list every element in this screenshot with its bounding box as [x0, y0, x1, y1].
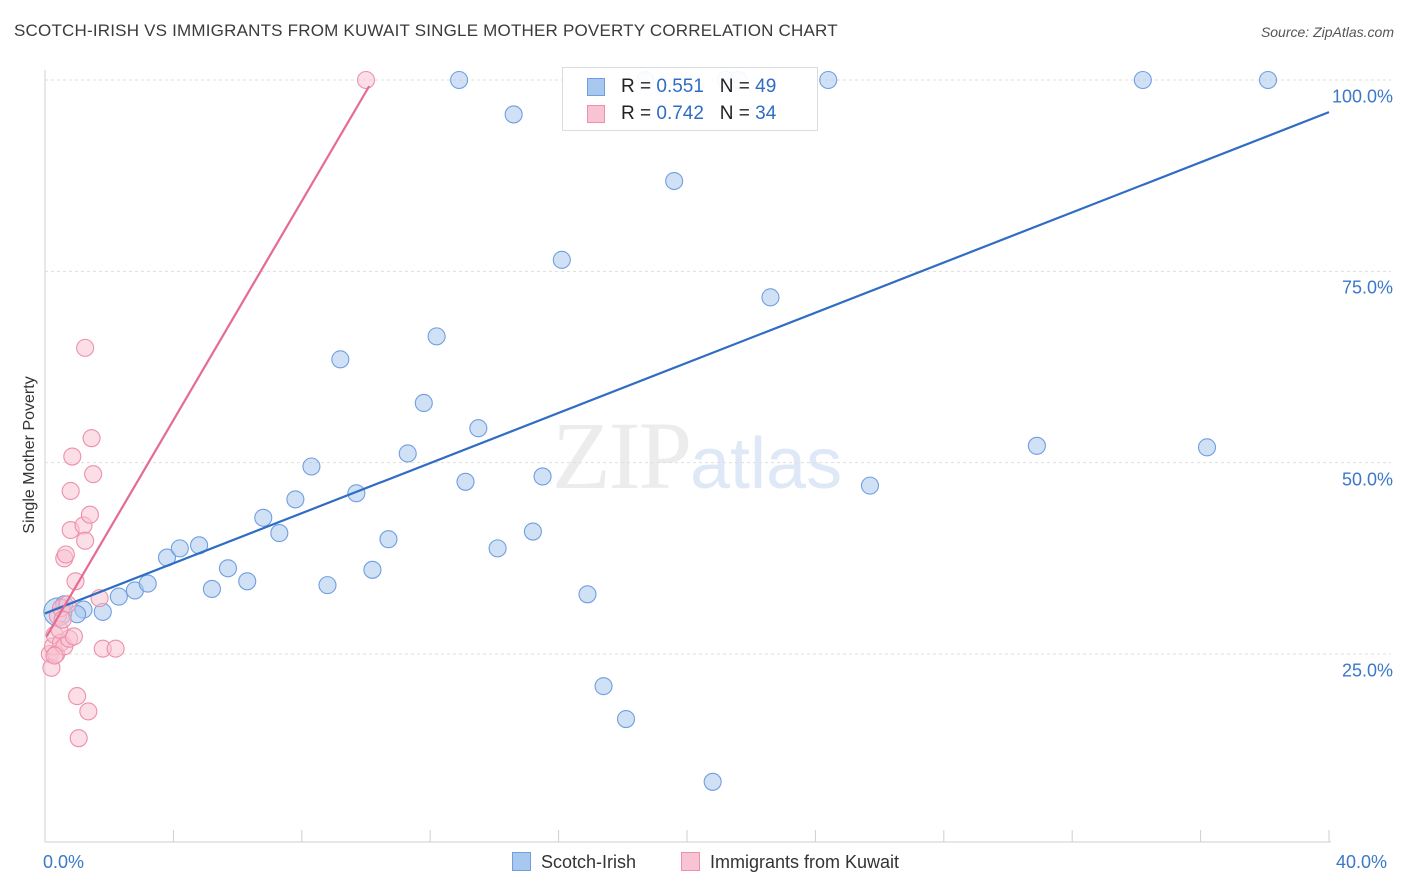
- chart-title: SCOTCH-IRISH VS IMMIGRANTS FROM KUWAIT S…: [14, 21, 838, 40]
- scotch-irish-point: [1027, 436, 1046, 455]
- kuwait-point: [69, 729, 88, 748]
- scotch-irish-point: [170, 539, 189, 558]
- scotch-irish-trendline: [44, 111, 1330, 615]
- kuwait-point: [106, 639, 125, 658]
- scotch-irish-point: [552, 250, 571, 269]
- y-tick-label: 75.0%: [1341, 277, 1393, 298]
- scotch-irish-point: [523, 522, 542, 541]
- scotch-irish-point: [302, 457, 321, 476]
- scotch-irish-point: [469, 419, 488, 438]
- y-tick-label: 50.0%: [1341, 469, 1393, 490]
- kuwait-point: [82, 429, 101, 448]
- scotch-irish-point: [860, 476, 880, 495]
- kuwait-point: [66, 572, 85, 591]
- scotch-irish-point: [594, 677, 613, 696]
- scotch-irish-point: [504, 105, 523, 124]
- kuwait-point: [56, 545, 75, 564]
- scotch-irish-point: [379, 530, 398, 549]
- scotch-irish-point: [819, 70, 838, 90]
- scotch-irish-point: [254, 508, 273, 527]
- scotch-irish-point: [318, 576, 337, 595]
- kuwait-point: [68, 687, 87, 706]
- scotch-irish-point: [616, 710, 636, 729]
- scotch-irish-point: [488, 539, 507, 558]
- scotch-irish-point: [270, 524, 289, 543]
- scotch-irish-point: [109, 587, 128, 606]
- scotch-irish-point: [414, 393, 433, 413]
- kuwait-point: [84, 465, 103, 484]
- kuwait-point: [356, 70, 376, 90]
- scotch-irish-point: [533, 467, 552, 486]
- source-label: Source: ZipAtlas.com: [1260, 24, 1394, 40]
- kuwait-point: [61, 481, 80, 501]
- scotch-irish-point: [347, 484, 366, 503]
- kuwait-point: [63, 447, 82, 466]
- scotch-irish-point: [331, 350, 350, 369]
- scotch-irish-point: [761, 288, 780, 307]
- y-axis-label: Single Mother Poverty: [21, 376, 38, 534]
- scotch-irish-point: [456, 472, 475, 491]
- scotch-irish-point: [286, 490, 305, 509]
- scotch-irish-point: [218, 559, 238, 578]
- bottom-legend-scotch-irish: Scotch-Irish: [512, 852, 636, 873]
- kuwait-point: [64, 627, 83, 646]
- scotch-irish-point: [1258, 70, 1278, 90]
- y-tick-label: 25.0%: [1341, 660, 1393, 681]
- legend-stats: R = 0.551 N = 49: [621, 76, 777, 97]
- correlation-legend: R = 0.551 N = 49 R = 0.742 N = 34: [562, 67, 818, 131]
- scotch-irish-point: [398, 444, 417, 463]
- scotch-irish-point: [665, 171, 684, 191]
- bottom-legend-swatch-blue: [512, 852, 531, 871]
- scotch-irish-point: [202, 579, 221, 598]
- scotch-irish-point: [363, 560, 382, 579]
- legend-stats: R = 0.742 N = 34: [621, 103, 777, 124]
- scotch-irish-point: [450, 70, 469, 90]
- legend-swatch-pink: [587, 105, 605, 123]
- scotch-irish-point: [703, 772, 722, 791]
- scotch-irish-point: [1133, 70, 1152, 90]
- zipatlas-watermark: ZIPatlas: [552, 400, 842, 511]
- bottom-legend-kuwait: Immigrants from Kuwait: [681, 852, 899, 873]
- kuwait-point: [45, 646, 64, 665]
- watermark-atlas: atlas: [690, 424, 843, 504]
- x-tick-max: 40.0%: [1336, 852, 1388, 872]
- bottom-legend-swatch-pink: [681, 852, 700, 871]
- kuwait-trendline: [45, 85, 371, 637]
- scotch-irish-point: [578, 585, 597, 604]
- kuwait-point: [79, 702, 98, 721]
- scotch-irish-point: [427, 327, 446, 346]
- legend-swatch-blue: [587, 78, 605, 96]
- scotch-irish-point: [1197, 438, 1217, 457]
- y-tick-label: 100.0%: [1331, 86, 1393, 107]
- scotch-irish-point: [238, 572, 257, 591]
- kuwait-point: [80, 505, 99, 524]
- kuwait-point: [76, 531, 95, 550]
- watermark-zip: ZIP: [552, 402, 692, 509]
- scotch-irish-point: [138, 574, 157, 593]
- x-tick-min: 0.0%: [43, 852, 85, 872]
- kuwait-point: [76, 338, 95, 357]
